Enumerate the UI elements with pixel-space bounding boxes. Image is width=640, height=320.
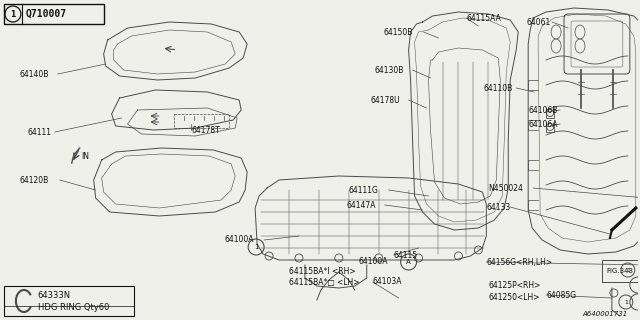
- Text: 64150B: 64150B: [383, 28, 413, 36]
- Bar: [4, 4, 104, 24]
- Text: 64106A: 64106A: [528, 119, 557, 129]
- Text: N450024: N450024: [488, 183, 523, 193]
- Text: 64115BA*□ <LH>: 64115BA*□ <LH>: [289, 277, 360, 286]
- Text: 64115: 64115: [394, 251, 418, 260]
- Text: 1: 1: [624, 300, 628, 305]
- Text: 64111: 64111: [28, 127, 52, 137]
- Text: 1: 1: [626, 268, 630, 273]
- Text: 64333N: 64333N: [38, 291, 71, 300]
- Text: HDG RING Qty60: HDG RING Qty60: [38, 303, 109, 313]
- Text: 64147A: 64147A: [347, 201, 376, 210]
- Text: 64130B: 64130B: [374, 66, 404, 75]
- Bar: [4, 286, 134, 316]
- Text: A640001731: A640001731: [582, 311, 628, 317]
- Text: 64100A: 64100A: [224, 236, 253, 244]
- Text: 64178T: 64178T: [191, 125, 220, 134]
- Text: 64100A: 64100A: [359, 258, 388, 267]
- Text: 64156G<RH,LH>: 64156G<RH,LH>: [486, 258, 552, 267]
- Text: IN: IN: [82, 151, 90, 161]
- Text: Q710007: Q710007: [26, 9, 67, 19]
- Text: 64085G: 64085G: [546, 291, 576, 300]
- Text: FIG.343: FIG.343: [606, 268, 633, 274]
- Text: 64120B: 64120B: [20, 175, 49, 185]
- Text: 64133: 64133: [486, 203, 511, 212]
- Text: 64115BA*I <RH>: 64115BA*I <RH>: [289, 268, 356, 276]
- Text: 64115AA: 64115AA: [467, 13, 501, 22]
- Text: 64140B: 64140B: [20, 69, 49, 78]
- Text: 64111G: 64111G: [349, 186, 379, 195]
- Bar: [602, 260, 640, 282]
- Text: 1: 1: [254, 244, 259, 250]
- Text: 64178U: 64178U: [371, 95, 401, 105]
- Text: 64103A: 64103A: [372, 277, 402, 286]
- Text: 64061: 64061: [526, 18, 550, 27]
- Text: 64106B: 64106B: [528, 106, 557, 115]
- Text: 1: 1: [10, 10, 15, 19]
- Text: 641250<LH>: 641250<LH>: [488, 292, 540, 301]
- Text: 64125P<RH>: 64125P<RH>: [488, 281, 541, 290]
- Text: 64110B: 64110B: [483, 84, 513, 92]
- Text: A: A: [406, 259, 411, 265]
